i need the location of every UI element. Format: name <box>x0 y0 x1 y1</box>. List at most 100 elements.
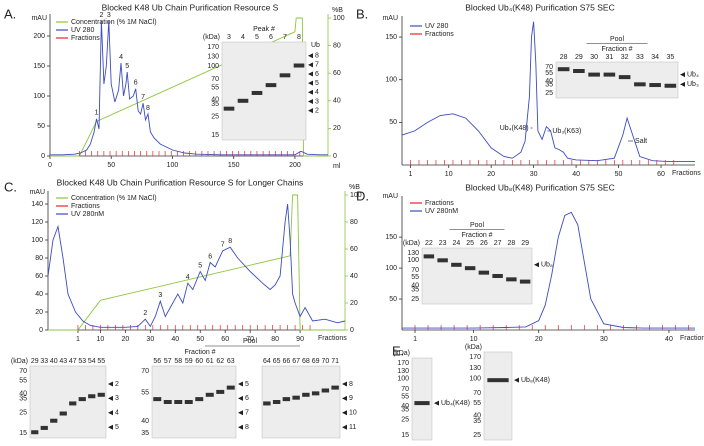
lane-label: 61 <box>206 358 214 365</box>
lane-label: 60 <box>195 358 203 365</box>
lane-label: 33 <box>636 54 644 61</box>
y-axis-label: mAU <box>29 189 45 196</box>
mw-label: 40 <box>411 283 419 290</box>
mw-label: 70 <box>411 267 419 274</box>
x-tick-label: 40 <box>171 336 179 343</box>
arrowhead <box>342 381 347 387</box>
pool-label: Pool <box>470 222 484 229</box>
arrowhead <box>308 62 313 68</box>
legend-label: UV 280nM <box>71 211 104 218</box>
arrowhead <box>534 262 539 268</box>
y2-tick-label: 100 <box>350 192 362 199</box>
gel-band <box>478 270 490 275</box>
arrowhead <box>308 71 313 77</box>
lane-label: 57 <box>164 358 172 365</box>
gel-image <box>221 41 307 141</box>
gel-image <box>555 61 679 99</box>
gel-band <box>272 400 281 404</box>
x-axis-label: ml <box>333 163 341 170</box>
mw-label: 55 <box>411 274 419 281</box>
gel-band <box>223 106 235 111</box>
y2-tick-label: 0 <box>333 153 337 160</box>
lane-label: 66 <box>282 358 290 365</box>
gel-band <box>451 262 462 267</box>
gel-band <box>634 82 646 87</box>
x-tick-label: 90 <box>296 336 304 343</box>
kda-label: (kDa) <box>393 350 410 357</box>
y2-tick-label: 40 <box>350 273 358 280</box>
gel-band <box>279 73 291 78</box>
label-header: Ub <box>311 42 320 49</box>
chart-title: Blocked Ub₄(K48) Purification S75 SEC <box>465 2 614 12</box>
gel-band <box>557 67 570 72</box>
x-tick-label: 100 <box>167 162 179 169</box>
uv-trace <box>50 20 328 156</box>
band-label: 8 <box>349 381 353 388</box>
lane-label: 40 <box>50 358 58 365</box>
mw-label: 70 <box>545 64 553 71</box>
mw-label: 15 <box>401 432 409 439</box>
legend-label: UV 280nM <box>425 208 458 215</box>
mw-label: 70 <box>19 368 27 375</box>
y2-tick-label: 40 <box>333 98 341 105</box>
gel-band <box>153 397 162 402</box>
mw-label: 35 <box>473 418 481 425</box>
x-tick-label: 60 <box>221 336 229 343</box>
y2-tick-label: 80 <box>350 219 358 226</box>
arrowhead <box>238 381 243 387</box>
y-tick-label: 50 <box>389 119 397 126</box>
arrowhead <box>342 410 347 416</box>
panel-label: A. <box>4 6 16 21</box>
lane-label: 30 <box>590 54 598 61</box>
x-tick-label: 30 <box>530 171 538 178</box>
gel-band <box>50 418 58 423</box>
peak-label: 2 <box>143 310 147 317</box>
arrowhead <box>434 400 439 406</box>
chart-title: Blocked K48 Ub Chain Purification Resour… <box>102 2 279 12</box>
arrowhead <box>680 72 685 78</box>
lane-label: 23 <box>439 240 447 247</box>
kda-label: (kDa) <box>203 34 220 41</box>
band-label: Ub₄(K48) <box>441 400 470 407</box>
gel-band <box>205 392 214 397</box>
band-label: 6 <box>245 395 249 402</box>
mw-label: 100 <box>407 257 419 264</box>
y-tick-label: 100 <box>31 237 43 244</box>
mw-label: 100 <box>397 376 409 383</box>
peak-label: 8 <box>146 105 150 112</box>
panel-label: E. <box>392 343 404 358</box>
gel-band <box>573 69 585 73</box>
lane-label: 8 <box>297 34 301 41</box>
gel-image <box>421 247 533 305</box>
y-tick-label: 150 <box>385 34 397 41</box>
lane-label: 67 <box>292 358 300 365</box>
lane-label: 47 <box>69 358 77 365</box>
x-axis-label: Fractions <box>672 170 701 177</box>
mw-label: 40 <box>545 78 553 85</box>
lane-label: 6 <box>269 34 273 41</box>
mw-label: 35 <box>211 101 219 108</box>
mw-label: 170 <box>469 354 481 361</box>
gel-band <box>69 401 77 406</box>
x-tick-label: 20 <box>121 336 129 343</box>
legend-label: UV 280 <box>425 23 448 30</box>
mw-label: 15 <box>19 430 27 437</box>
y-tick-label: 50 <box>37 123 45 130</box>
mw-label: 70 <box>141 368 149 375</box>
x-tick-label: 1 <box>413 336 417 343</box>
uv-trace <box>402 211 695 329</box>
x-tick-label: 80 <box>271 336 279 343</box>
band-label: Ub₈(K48) <box>521 377 550 384</box>
mw-label: 25 <box>473 432 481 439</box>
mw-label: 170 <box>397 360 409 367</box>
lane-label: 55 <box>97 358 105 365</box>
y2-axis-label: %B <box>332 7 343 14</box>
gel-band <box>437 258 448 263</box>
lane-label: 34 <box>651 54 659 61</box>
gel-band <box>311 391 320 396</box>
x-tick-label: 20 <box>487 171 495 178</box>
annotation: Salt <box>635 138 647 145</box>
mw-label: 25 <box>401 417 409 424</box>
y-tick-label: 40 <box>35 291 43 298</box>
lane-label: 64 <box>263 358 271 365</box>
